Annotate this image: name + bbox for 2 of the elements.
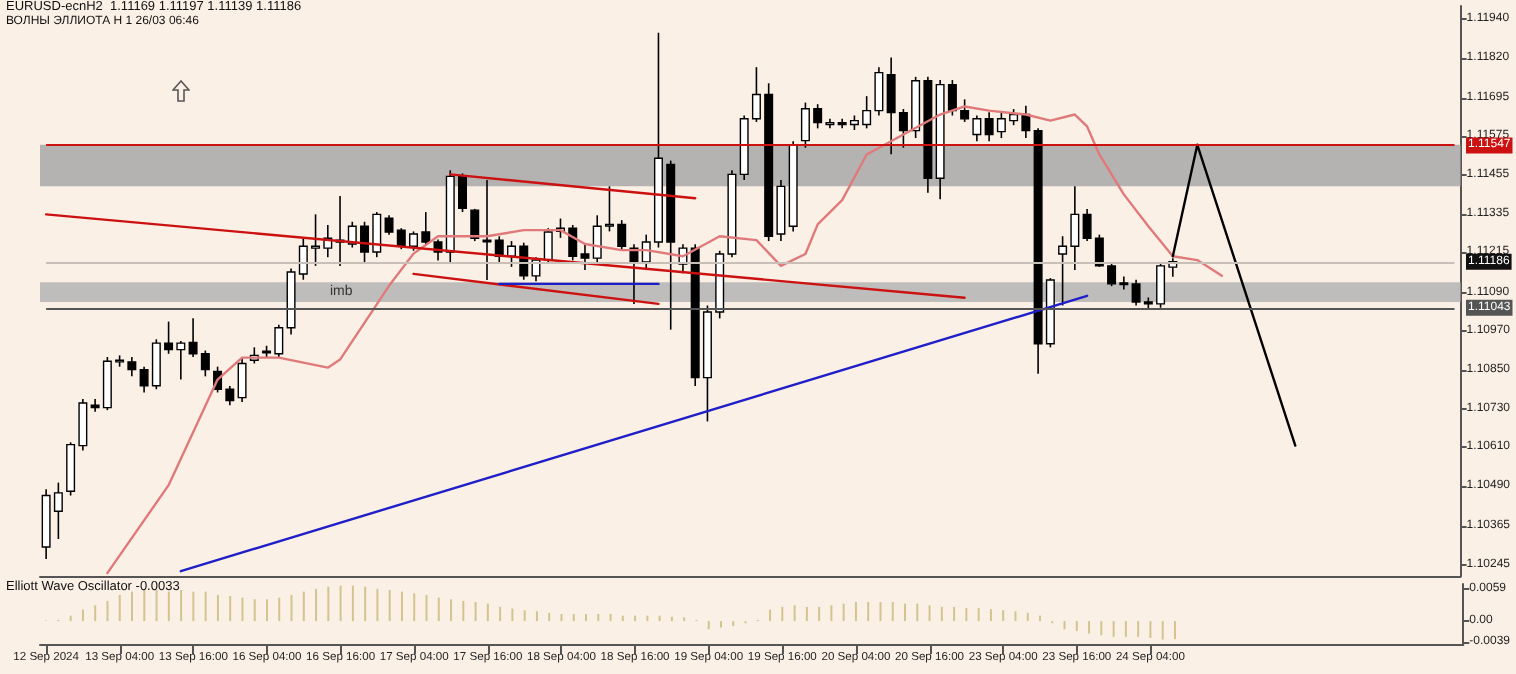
line-series (106, 105, 1224, 575)
candlestick (237, 356, 247, 403)
